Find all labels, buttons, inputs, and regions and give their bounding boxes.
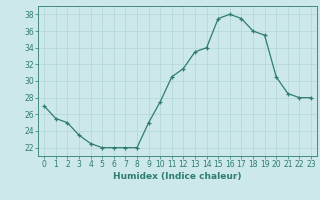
X-axis label: Humidex (Indice chaleur): Humidex (Indice chaleur) — [113, 172, 242, 181]
